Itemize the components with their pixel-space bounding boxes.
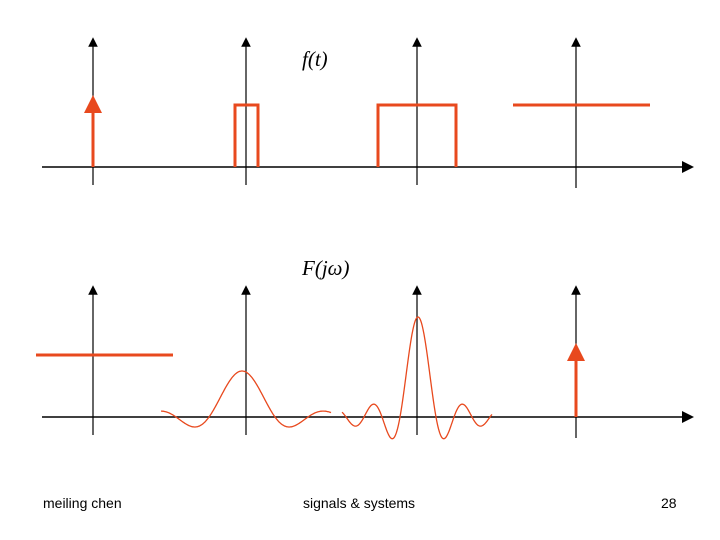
- time-wide-rectangle: [376, 103, 458, 167]
- freq-wide-sinc: [161, 370, 332, 428]
- time-narrow-rectangle: [233, 103, 260, 167]
- footer-page-number: 28: [661, 495, 677, 511]
- time-domain-row: f(t): [42, 37, 694, 188]
- frequency-spectrum-label: F(jω): [301, 256, 349, 280]
- footer-course: signals & systems: [303, 495, 416, 511]
- frequency-domain-row: F(jω): [36, 256, 694, 440]
- freq-narrow-sinc: [341, 316, 493, 440]
- time-signal-label: f(t): [302, 47, 328, 71]
- footer-author: meiling chen: [43, 495, 122, 511]
